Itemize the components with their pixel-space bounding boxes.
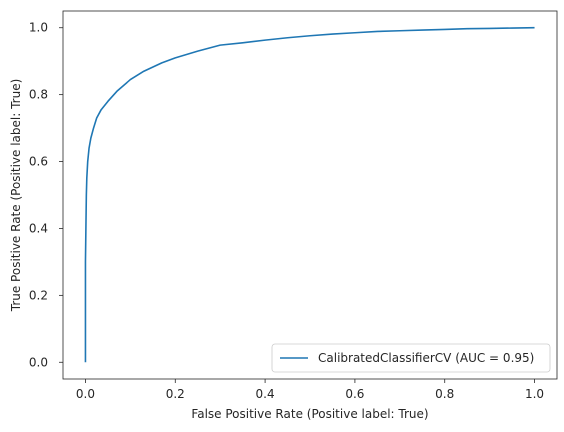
roc-curve-line	[84, 26, 535, 363]
y-tick-label: 1.0	[29, 21, 48, 35]
x-tick-label: 1.0	[525, 387, 544, 401]
y-tick-label: 0.6	[29, 155, 48, 169]
x-tick-labels: 0.0 0.2 0.4 0.6 0.8 1.0	[76, 379, 544, 401]
y-axis-label: True Positive Rate (Positive label: True…	[9, 79, 23, 313]
x-tick-label: 0.6	[345, 387, 364, 401]
x-tick-label: 0.0	[76, 387, 95, 401]
y-tick-label: 0.2	[29, 288, 48, 302]
y-tick-label: 0.4	[29, 221, 48, 235]
x-tick-label: 0.8	[435, 387, 454, 401]
series-group	[84, 26, 535, 363]
legend-box	[271, 343, 551, 373]
plot-area	[62, 10, 558, 380]
y-tick-label: 0.0	[29, 355, 48, 369]
x-tick-label: 0.4	[256, 387, 275, 401]
x-tick-label: 0.2	[166, 387, 185, 401]
x-axis-label: False Positive Rate (Positive label: Tru…	[191, 407, 428, 421]
legend: CalibratedClassifierCV (AUC = 0.95)	[271, 343, 551, 373]
legend-label: CalibratedClassifierCV (AUC = 0.95)	[318, 351, 534, 365]
y-tick-label: 0.8	[29, 88, 48, 102]
y-tick-labels: 0.0 0.2 0.4 0.6 0.8 1.0	[29, 21, 63, 369]
